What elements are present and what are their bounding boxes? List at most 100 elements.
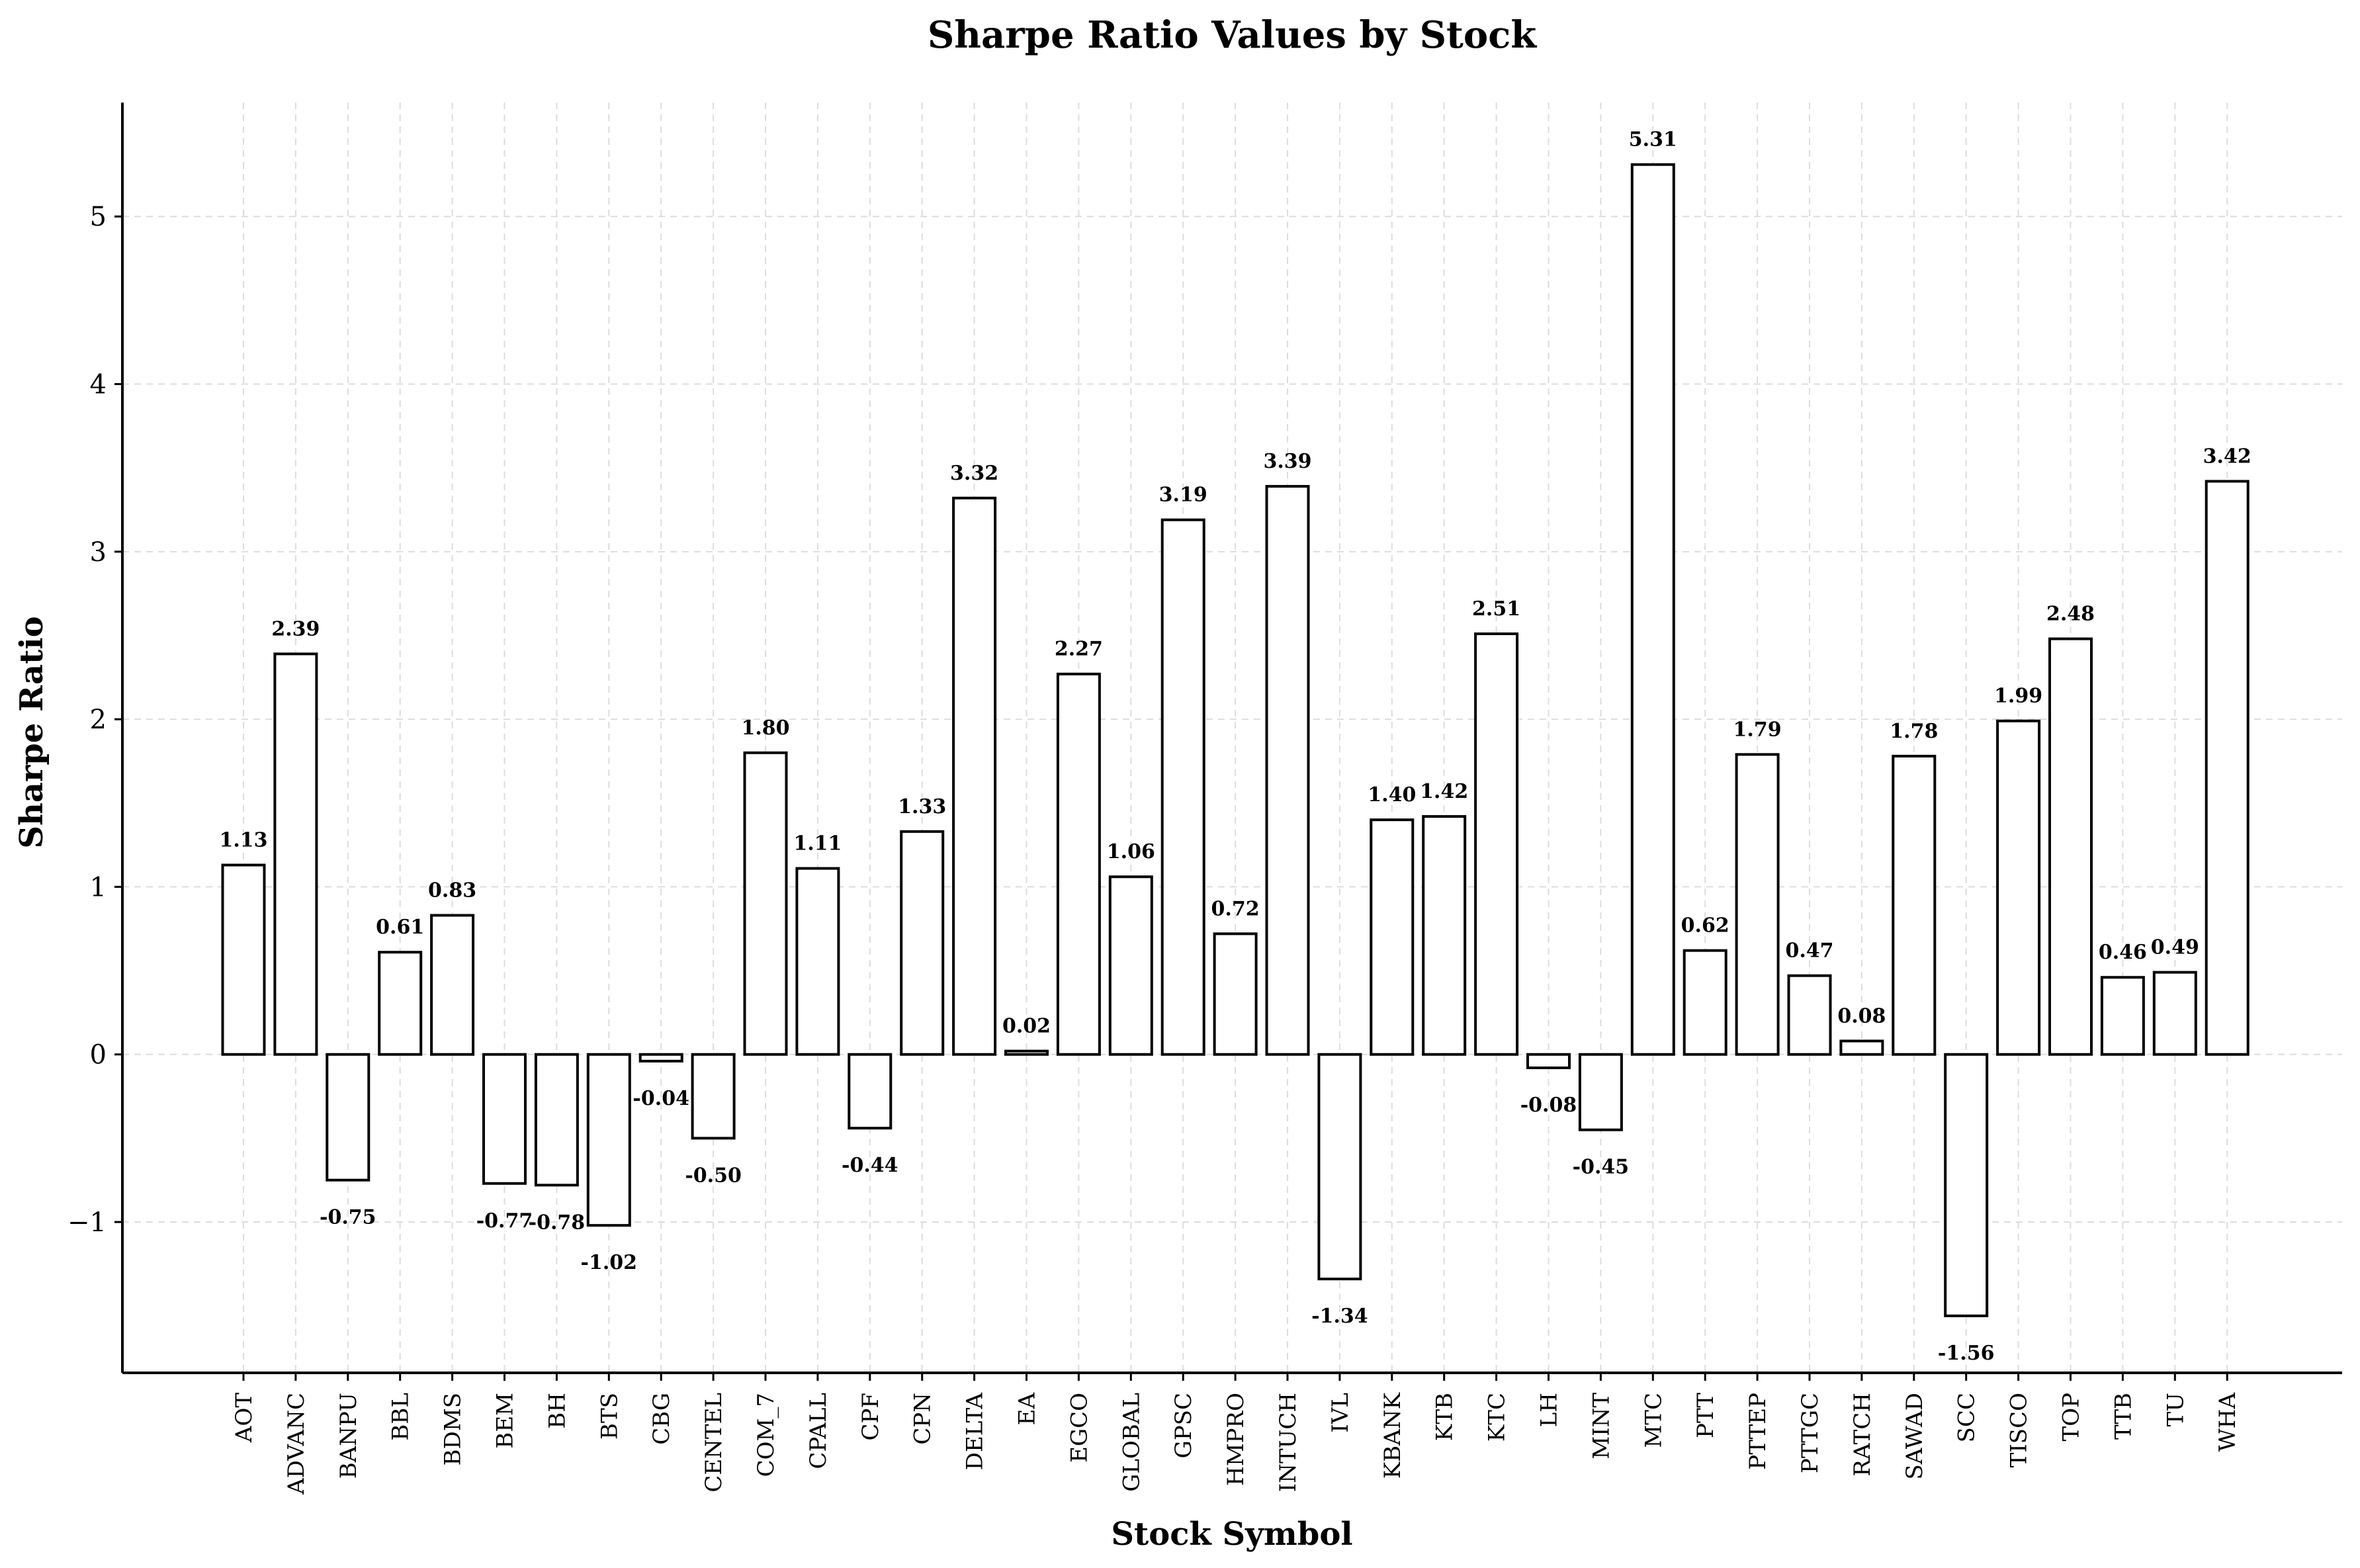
bar-intuch xyxy=(1265,485,1310,1056)
data-label: 0.49 xyxy=(2151,936,2199,959)
x-tick-label: SAWAD xyxy=(1901,1393,1928,1480)
x-tick-label: BANPU xyxy=(335,1393,362,1479)
bar-cpf xyxy=(848,1053,893,1130)
x-tick-label: CPN xyxy=(910,1393,936,1445)
x-tick-label: PTTEP xyxy=(1745,1393,1771,1470)
x-tick-label: EA xyxy=(1014,1393,1041,1426)
data-label: -0.44 xyxy=(842,1154,898,1177)
bar-global xyxy=(1108,875,1153,1056)
x-tick-label: KBANK xyxy=(1379,1392,1406,1479)
y-tick-label: 4 xyxy=(90,370,107,400)
data-label: 1.13 xyxy=(219,829,267,852)
x-tick-label: EGCO xyxy=(1066,1393,1092,1463)
x-tick-label: BBL xyxy=(388,1393,414,1441)
bar-aot xyxy=(221,863,266,1056)
x-tick-label: GLOBAL xyxy=(1118,1393,1145,1492)
bar-ratch xyxy=(1839,1039,1884,1056)
x-tick-label: KTC xyxy=(1484,1393,1510,1442)
bar-advanc xyxy=(273,652,318,1056)
data-label: 3.42 xyxy=(2203,445,2251,468)
data-label: -0.78 xyxy=(529,1211,586,1234)
bar-bdms xyxy=(430,914,475,1056)
bar-ktc xyxy=(1474,632,1519,1056)
data-label: 0.61 xyxy=(376,916,424,939)
data-label: 2.48 xyxy=(2046,603,2095,626)
bar-gpsc xyxy=(1160,518,1205,1056)
bar-mtc xyxy=(1630,163,1675,1056)
bar-kbank xyxy=(1370,818,1415,1056)
x-tick-label: DELTA xyxy=(962,1393,988,1471)
data-label: 0.47 xyxy=(1785,939,1833,963)
bar-bem xyxy=(482,1053,527,1185)
x-tick-label: COM_7 xyxy=(753,1393,779,1477)
bar-com-7 xyxy=(743,751,788,1056)
x-tick-label: MINT xyxy=(1588,1393,1614,1459)
data-label: -0.75 xyxy=(320,1206,376,1229)
bar-ttb xyxy=(2100,976,2145,1056)
x-axis-label: Stock Symbol xyxy=(1111,1516,1352,1553)
bar-ptt xyxy=(1683,949,1727,1056)
bar-cpn xyxy=(900,830,945,1056)
x-axis: AOT ADVANC BANPU BBL BDMS BEM BH BTS CBG CENTEL CO… xyxy=(122,1372,2342,1495)
x-tick-label: PTTGC xyxy=(1797,1393,1823,1473)
bar-pttgc xyxy=(1787,974,1832,1056)
data-label: -0.08 xyxy=(1520,1094,1577,1117)
data-label: 1.99 xyxy=(1994,685,2042,708)
x-tick-label: WHA xyxy=(2214,1393,2241,1452)
data-label: -0.50 xyxy=(685,1164,742,1187)
data-label: 3.39 xyxy=(1263,450,1311,473)
y-axis: −1 0 1 2 3 4 5 xyxy=(67,103,124,1373)
x-tick-label: HMPRO xyxy=(1223,1393,1249,1486)
bar-hmpro xyxy=(1213,932,1258,1056)
y-axis-label: Sharpe Ratio xyxy=(13,616,50,848)
x-tick-label: TISCO xyxy=(2006,1393,2032,1467)
data-label: 3.19 xyxy=(1159,484,1207,507)
x-tick-label: TOP xyxy=(2058,1393,2085,1441)
x-tick-label: INTUCH xyxy=(1275,1393,1301,1492)
bar-sawad xyxy=(1892,754,1937,1056)
x-tick-label: ADVANC xyxy=(283,1393,310,1495)
bar-bh xyxy=(534,1053,579,1187)
bar-bts xyxy=(586,1053,631,1227)
x-tick-label: BEM xyxy=(492,1393,519,1449)
y-tick-label: 3 xyxy=(90,537,107,568)
x-tick-label: LH xyxy=(1536,1393,1563,1427)
bar-banpu xyxy=(326,1053,371,1182)
x-tick-label: BH xyxy=(544,1393,570,1429)
data-label: 2.27 xyxy=(1055,638,1103,661)
data-label: 1.06 xyxy=(1107,840,1155,863)
bar-scc xyxy=(1944,1053,1989,1317)
data-label: 0.83 xyxy=(428,879,476,902)
data-label: 0.02 xyxy=(1002,1015,1051,1038)
data-label: 1.33 xyxy=(898,795,946,818)
bar-cpall xyxy=(795,867,840,1056)
y-tick-label: −1 xyxy=(67,1207,107,1238)
data-label: 1.42 xyxy=(1420,780,1468,803)
bar-wha xyxy=(2205,480,2250,1056)
chart-title: Sharpe Ratio Values by Stock xyxy=(928,13,1538,57)
data-label: 0.62 xyxy=(1681,914,1729,937)
data-label: 1.78 xyxy=(1890,720,1938,743)
bar-top xyxy=(2048,637,2093,1056)
x-tick-label: TTB xyxy=(2110,1393,2136,1440)
data-label: -0.77 xyxy=(476,1209,533,1233)
data-label: 0.08 xyxy=(1837,1004,1886,1027)
x-tick-label: RATCH xyxy=(1849,1393,1876,1477)
bar-delta xyxy=(952,496,997,1056)
x-tick-label: CPF xyxy=(857,1393,884,1440)
bar-mint xyxy=(1578,1053,1623,1131)
data-label: -0.45 xyxy=(1573,1156,1630,1179)
data-label: 2.39 xyxy=(271,617,320,640)
x-tick-label: AOT xyxy=(231,1393,257,1443)
bar-cbg xyxy=(638,1053,683,1063)
bar-ktb xyxy=(1422,815,1467,1056)
bar-tisco xyxy=(1996,719,2041,1056)
data-label: 1.79 xyxy=(1733,718,1782,741)
y-tick-label: 2 xyxy=(90,705,107,735)
bars xyxy=(221,163,2250,1317)
data-labels: 1.13 2.39 -0.75 0.610.83 -0.77-0.78 -1.02 -0.0… xyxy=(219,128,2251,1365)
data-label: -0.04 xyxy=(633,1087,689,1110)
data-label: -1.02 xyxy=(581,1251,638,1274)
bar-egco xyxy=(1056,672,1101,1056)
